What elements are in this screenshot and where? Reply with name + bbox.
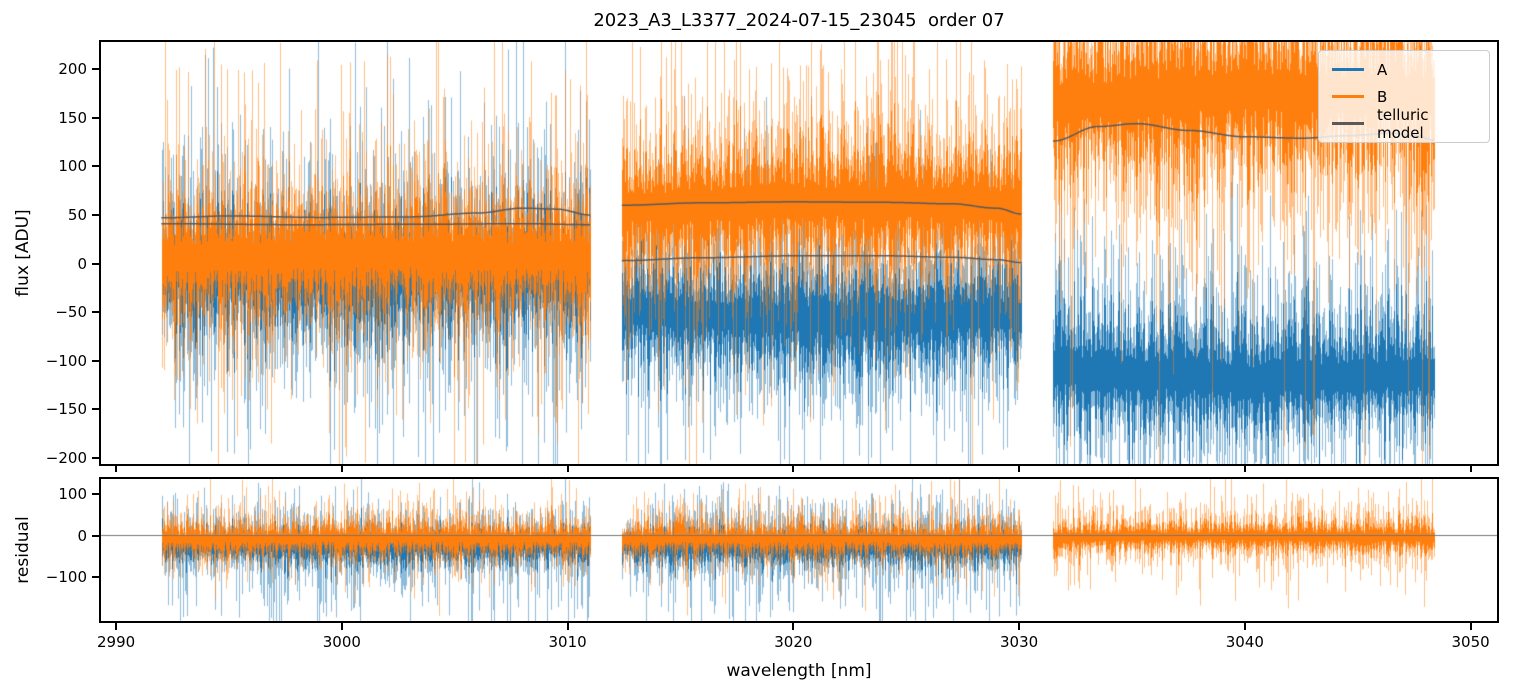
x-tick-mark [1018,623,1021,630]
y-tick-mark [92,359,99,362]
x-tick-mark [1243,466,1246,472]
y-tick-mark [92,262,99,265]
chart-title: 2023_A3_L3377_2024-07-15_23045 order 07 [593,10,1005,31]
legend-label-telluric: telluric model [1377,105,1429,142]
y-tick-mark [92,165,99,168]
flux-panel: A B telluric model [99,40,1499,466]
legend-line-swatch-b [1332,95,1364,98]
x-tick-mark [115,466,118,472]
x-tick-mark [566,466,569,472]
y-tick-label: −100 [45,568,87,587]
legend-item-b: B [1319,83,1489,110]
x-tick-label: 3000 [322,633,361,651]
x-tick-mark [1469,466,1472,472]
y-tick-label: 50 [67,205,87,224]
y-tick-label: 0 [77,254,87,273]
x-tick-label: 3020 [774,633,813,651]
y-tick-label: 150 [58,108,87,127]
y-tick-mark [92,213,99,216]
x-tick-label: 3010 [548,633,587,651]
y-tick-mark [92,492,99,495]
y-tick-label: 100 [58,157,87,176]
y-tick-label: 200 [58,60,87,79]
y-tick-label: −150 [45,400,87,419]
x-axis-label: wavelength [nm] [726,661,872,681]
x-tick-mark [1018,466,1021,472]
y-tick-mark [92,534,99,537]
legend-item-a: A [1319,56,1489,83]
flux-plot-canvas [101,42,1497,464]
x-tick-label: 2990 [97,633,136,651]
y-tick-label: −100 [45,351,87,370]
x-tick-label: 3050 [1451,633,1490,651]
y-tick-mark [92,311,99,314]
legend-line-swatch-telluric [1332,122,1364,125]
y-tick-label: −200 [45,448,87,467]
y-tick-mark [92,116,99,119]
x-tick-label: 3030 [1000,633,1039,651]
x-tick-mark [792,466,795,472]
y-tick-label: 0 [77,526,87,545]
x-tick-mark [115,623,118,630]
legend: A B telluric model [1318,50,1490,143]
x-tick-mark [566,623,569,630]
x-tick-mark [1243,623,1246,630]
x-tick-mark [792,623,795,630]
legend-label-a: A [1377,60,1388,79]
y-tick-label: −50 [55,303,87,322]
y-tick-mark [92,456,99,459]
legend-label-b: B [1377,87,1388,106]
y-tick-mark [92,68,99,71]
x-tick-label: 3040 [1225,633,1264,651]
residual-panel [99,477,1499,623]
x-tick-mark [340,623,343,630]
y-tick-label: 100 [58,484,87,503]
x-tick-mark [340,466,343,472]
x-tick-mark [1469,623,1472,630]
legend-item-telluric-model: telluric model [1319,106,1489,142]
y-tick-mark [92,408,99,411]
legend-line-swatch-a [1332,68,1364,71]
y-tick-mark [92,576,99,579]
residual-plot-canvas [101,479,1497,621]
